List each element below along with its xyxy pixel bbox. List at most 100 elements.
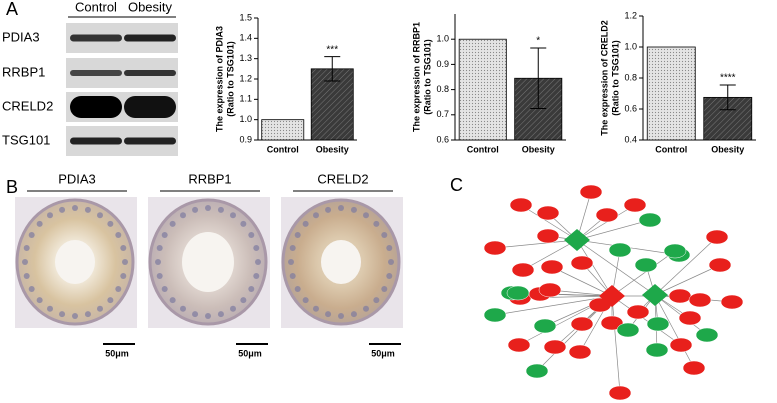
y-axis-label: The expression of CRELD2 <box>599 20 609 136</box>
nucleus <box>161 286 168 292</box>
network-node <box>533 318 557 334</box>
network-node <box>678 310 702 326</box>
nucleus <box>84 206 91 213</box>
blot-band <box>70 34 122 42</box>
edge <box>654 294 695 369</box>
hub-node <box>564 229 590 251</box>
nucleus <box>28 232 35 238</box>
histology-label: RRBP1 <box>188 171 231 186</box>
nucleus <box>47 305 53 312</box>
nucleus <box>161 232 168 238</box>
nucleus <box>169 220 176 227</box>
nucleus <box>155 259 161 265</box>
network-node <box>682 360 706 376</box>
network-node <box>570 255 594 271</box>
blot-row-label: CRELD2 <box>2 98 53 113</box>
x-tick-label: Obesity <box>522 144 555 154</box>
nucleus <box>107 220 114 227</box>
blot-row-label: PDIA3 <box>2 29 40 44</box>
network-node <box>536 228 560 244</box>
nucleus <box>107 297 114 304</box>
nucleus <box>350 311 357 318</box>
network-node <box>695 327 719 343</box>
nucleus <box>205 313 211 319</box>
nucleus <box>386 245 393 252</box>
edge <box>522 239 578 271</box>
edge <box>494 295 613 316</box>
nucleus <box>294 286 301 292</box>
hub-node <box>599 285 625 307</box>
nucleus <box>373 297 380 304</box>
panel-label: C <box>450 175 463 195</box>
nucleus <box>72 313 78 319</box>
nucleus <box>23 272 30 279</box>
network-node <box>616 322 640 338</box>
y-axis-label: The expression of PDIA3 <box>214 26 224 132</box>
nucleus <box>338 313 344 319</box>
network-node <box>483 307 507 323</box>
x-tick-label: Control <box>655 144 687 154</box>
blot-column-label: Control <box>75 0 117 14</box>
network-node <box>511 262 535 278</box>
nucleus <box>388 259 394 265</box>
edge <box>611 295 621 394</box>
y-axis-label: (Ratio to TSG101) <box>610 40 620 116</box>
network-node <box>634 257 658 273</box>
bar <box>458 38 507 141</box>
nucleus <box>302 220 309 227</box>
network-node <box>720 294 744 310</box>
nucleus <box>180 305 186 312</box>
nucleus <box>156 245 163 252</box>
nucleus <box>294 232 301 238</box>
significance: * <box>536 36 540 47</box>
nucleus <box>217 311 224 318</box>
blot-band <box>124 137 176 145</box>
nucleus <box>325 311 332 318</box>
nucleus <box>205 205 211 211</box>
nucleus <box>240 220 247 227</box>
nucleus <box>313 212 319 219</box>
nucleus <box>192 206 199 213</box>
network-node <box>638 212 662 228</box>
nucleus <box>373 220 380 227</box>
nucleus <box>59 206 66 213</box>
y-tick-label: 1.5 <box>239 12 252 22</box>
network-node <box>506 285 530 301</box>
x-tick-label: Obesity <box>711 144 744 154</box>
network-node <box>708 257 732 273</box>
y-tick-label: 0.4 <box>624 134 637 144</box>
edge <box>520 204 578 241</box>
network-node <box>509 197 533 213</box>
histology-label: PDIA3 <box>58 171 96 186</box>
y-axis-label: The expression of RRBP1 <box>411 22 421 132</box>
y-tick-label: 1.0 <box>436 34 449 44</box>
edge <box>611 295 682 346</box>
lumen <box>321 240 361 284</box>
panel-label: B <box>6 177 18 197</box>
nucleus <box>180 212 186 219</box>
nucleus <box>97 212 103 219</box>
y-tick-label: 0.8 <box>624 72 637 82</box>
x-tick-label: Control <box>467 144 499 154</box>
nucleus <box>255 259 261 265</box>
nucleus <box>363 305 369 312</box>
nucleus <box>122 259 128 265</box>
y-tick-label: 0.7 <box>436 109 449 119</box>
nucleus <box>47 212 53 219</box>
y-tick-label: 1.2 <box>624 10 637 20</box>
nucleus <box>253 245 260 252</box>
nucleus <box>115 232 122 238</box>
edge <box>654 236 718 296</box>
nucleus <box>36 297 43 304</box>
y-tick-label: 0.6 <box>624 103 637 113</box>
network-node <box>543 339 567 355</box>
network-node <box>483 240 507 256</box>
scale-bar-label: 50μm <box>371 348 395 358</box>
nucleus <box>350 206 357 213</box>
network-node <box>536 205 560 221</box>
nucleus <box>59 311 66 318</box>
nucleus <box>230 212 236 219</box>
significance: *** <box>326 44 338 55</box>
nucleus <box>36 220 43 227</box>
network-node <box>646 316 670 332</box>
